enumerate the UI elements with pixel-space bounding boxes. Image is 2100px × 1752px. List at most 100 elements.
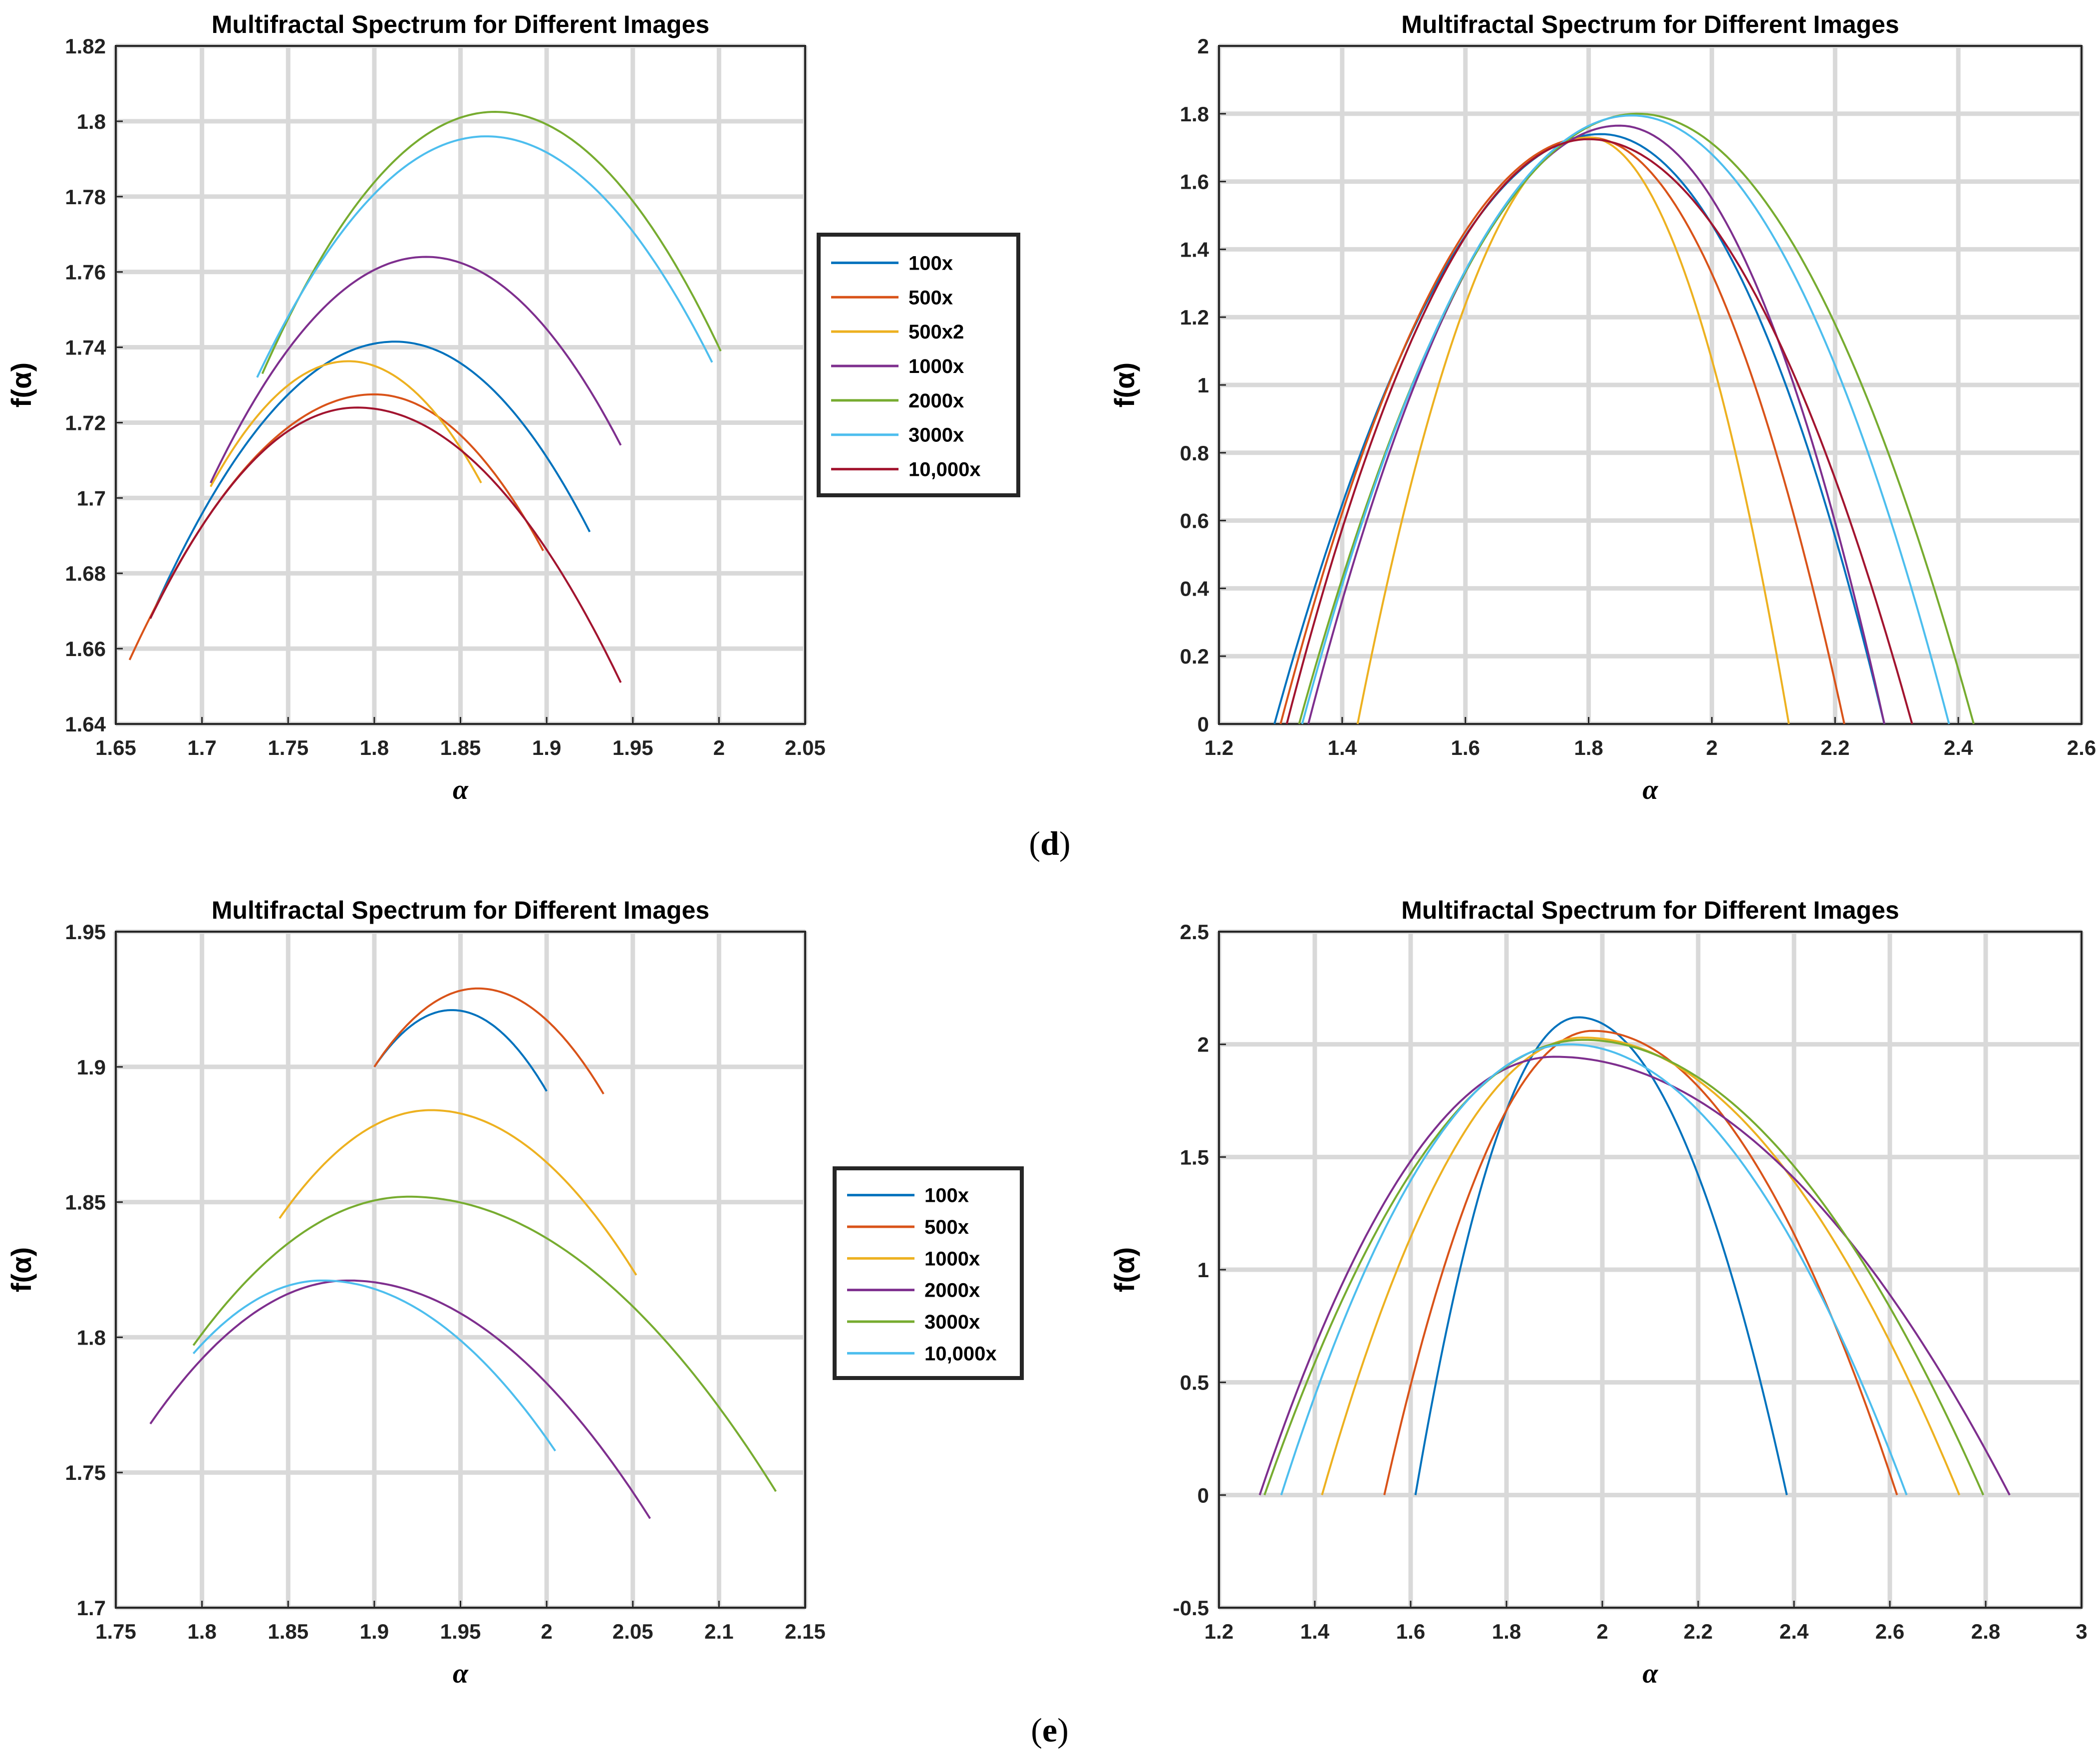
x-tick-label: 2.6	[1875, 1620, 1904, 1643]
y-tick-label: 1.7	[77, 1596, 106, 1620]
y-tick-label: 1.8	[77, 1326, 106, 1349]
y-tick-label: 1.75	[65, 1461, 106, 1484]
x-tick-label: 2.05	[785, 736, 826, 759]
chart-title: Multifractal Spectrum for Different Imag…	[212, 10, 709, 38]
x-tick-label: 1.85	[440, 736, 481, 759]
x-tick-label: 1.2	[1204, 1620, 1233, 1643]
legend-label: 10,000x	[908, 459, 981, 481]
x-tick-label: 1.65	[95, 736, 136, 759]
x-tick-label: 1.75	[268, 736, 308, 759]
chart-title: Multifractal Spectrum for Different Imag…	[212, 896, 709, 924]
y-tick-label: 1.8	[1180, 102, 1209, 126]
legend-label: 3000x	[908, 424, 964, 446]
x-tick-label: 1.95	[612, 736, 653, 759]
series-line-1000x	[279, 1109, 637, 1276]
y-tick-label: 1.72	[65, 411, 106, 434]
caption-d-letter: d	[1040, 824, 1059, 862]
chart-d_right: 1.2 1.4 1.6 1.8 2 2.2 2.4 2.6 0 0.2 0.4 0.6 0.8 1 1.2 1…	[1109, 10, 2096, 805]
y-tick-label: 0.6	[1180, 509, 1209, 533]
y-tick-label: 1.85	[65, 1191, 106, 1214]
chart-title: Multifractal Spectrum for Different Imag…	[1401, 10, 1899, 38]
y-tick-label: 1	[1198, 1258, 1209, 1282]
y-tick-label: 0.4	[1180, 577, 1209, 600]
series-line-100x	[1273, 133, 1885, 724]
x-tick-label: 1.4	[1328, 736, 1357, 759]
legend: 100x 500x 500x2 1000x 2000x 3000x 10,000x	[817, 233, 1020, 497]
x-tick-label: 2.15	[785, 1620, 826, 1643]
series-line-3000x	[1301, 114, 1950, 724]
y-tick-label: 1.9	[77, 1055, 106, 1079]
legend-label: 2000x	[924, 1280, 980, 1302]
x-tick-label: 2	[1706, 736, 1718, 759]
y-tick-label: 1.82	[65, 34, 106, 58]
y-tick-label: 1.95	[65, 920, 106, 944]
x-tick-label: 3	[2076, 1620, 2087, 1643]
y-tick-label: 0.5	[1180, 1371, 1209, 1395]
y-tick-label: 0.2	[1180, 645, 1209, 668]
series-line-2000x	[149, 1279, 651, 1519]
y-tick-label: 1.74	[65, 336, 106, 359]
legend-label: 100x	[908, 252, 953, 274]
x-tick-label: 1.9	[532, 736, 561, 759]
legend-label: 10,000x	[924, 1343, 997, 1365]
x-tick-label: 2.8	[1971, 1620, 2000, 1643]
series-line-3000x	[192, 1195, 777, 1492]
x-tick-label: 1.75	[95, 1620, 136, 1643]
y-tick-label: 1.78	[65, 185, 106, 209]
y-axis-label: f(α)	[5, 362, 37, 407]
series-line-100x	[373, 1009, 548, 1092]
x-axis-label: α	[453, 774, 469, 805]
legend-label: 1000x	[908, 355, 964, 377]
x-tick-label: 2.6	[2067, 736, 2096, 759]
series-line-100x	[1414, 1016, 1788, 1495]
caption-e: (e)	[1031, 1711, 1069, 1749]
legend-label: 500x2	[908, 321, 964, 343]
series-line-3000x	[1263, 1039, 1985, 1496]
legend-label: 2000x	[908, 390, 964, 412]
x-tick-label: 2	[713, 736, 725, 759]
y-axis-label: f(α)	[1109, 362, 1140, 407]
y-tick-label: 2	[1198, 34, 1209, 58]
series-line-10000x	[1285, 138, 1913, 724]
y-tick-label: 1.64	[65, 712, 106, 736]
x-tick-label: 1.6	[1396, 1620, 1425, 1643]
x-tick-label: 1.9	[360, 1620, 389, 1643]
legend-label: 500x	[908, 287, 953, 309]
x-tick-label: 2.1	[704, 1620, 733, 1643]
x-tick-label: 1.8	[360, 736, 389, 759]
y-axis-label: f(α)	[5, 1247, 37, 1292]
x-tick-label: 2.4	[1780, 1620, 1809, 1643]
series-line-500x	[1383, 1030, 1898, 1495]
series-line-10000x	[192, 1279, 557, 1452]
x-tick-label: 1.85	[268, 1620, 308, 1643]
x-tick-label: 2.2	[1820, 736, 1849, 759]
y-tick-label: 1.8	[77, 110, 106, 133]
legend-label: 500x	[924, 1216, 969, 1238]
y-tick-label: -0.5	[1173, 1596, 1209, 1620]
x-tick-label: 1.2	[1204, 736, 1233, 759]
y-tick-label: 0	[1198, 712, 1209, 736]
series-line-1000x	[210, 256, 622, 484]
y-tick-label: 0.8	[1180, 441, 1209, 465]
series-line-1000x	[1307, 124, 1885, 724]
x-tick-label: 1.8	[1574, 736, 1603, 759]
series-line-500x	[373, 987, 604, 1095]
caption-e-letter: e	[1042, 1711, 1057, 1749]
x-tick-label: 2	[541, 1620, 552, 1643]
x-tick-label: 1.8	[187, 1620, 216, 1643]
legend-box	[833, 1166, 1024, 1380]
series-line-100x	[149, 341, 591, 619]
x-tick-label: 1.4	[1300, 1620, 1330, 1643]
x-tick-label: 2.4	[1944, 736, 1973, 759]
y-tick-label: 1.4	[1180, 238, 1209, 261]
x-tick-label: 1.8	[1492, 1620, 1521, 1643]
x-axis-label: α	[1643, 1658, 1659, 1689]
y-tick-label: 1.7	[77, 486, 106, 510]
y-tick-label: 1.68	[65, 562, 106, 585]
legend: 100x 500x 1000x 2000x 3000x 10,000x	[833, 1166, 1024, 1380]
series-line-2000x	[1258, 1055, 2011, 1496]
series-line-10000x	[149, 406, 622, 683]
y-tick-label: 1.6	[1180, 170, 1209, 194]
x-axis-label: α	[1643, 774, 1659, 805]
